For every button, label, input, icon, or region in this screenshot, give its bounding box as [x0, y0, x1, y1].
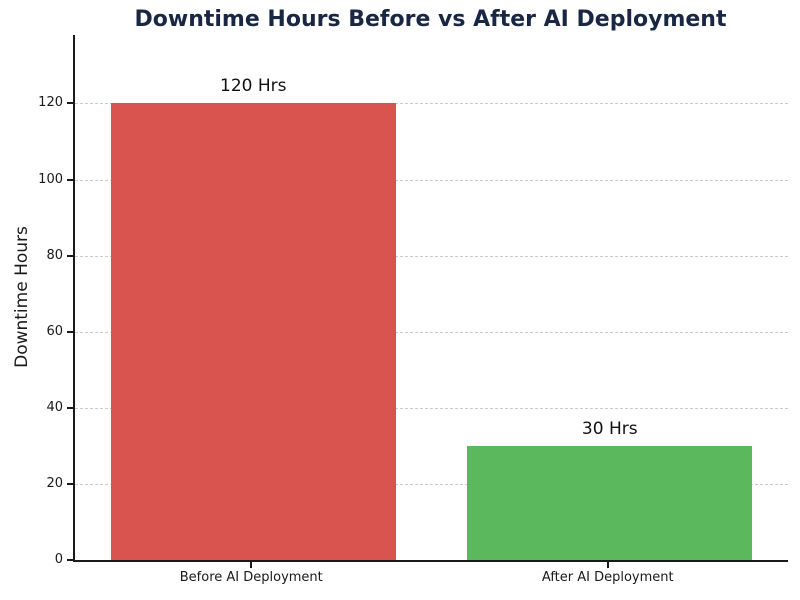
gridline-20 — [75, 483, 788, 485]
x-tick-mark-0 — [250, 562, 253, 568]
y-tick-mark-40 — [67, 406, 73, 409]
bar-value-label-before: 120 Hrs — [220, 76, 287, 97]
bar-before — [110, 103, 396, 560]
y-tick-label-100: 100 — [38, 171, 63, 187]
gridline-120 — [75, 103, 788, 105]
y-tick-mark-120 — [67, 102, 73, 105]
y-tick-label-20: 20 — [46, 475, 63, 491]
gridline-100 — [75, 179, 788, 181]
y-tick-mark-80 — [67, 254, 73, 257]
gridline-80 — [75, 255, 788, 257]
y-tick-mark-60 — [67, 330, 73, 333]
y-tick-mark-20 — [67, 482, 73, 485]
gridline-40 — [75, 407, 788, 409]
y-tick-label-60: 60 — [46, 323, 63, 339]
y-tick-label-80: 80 — [46, 247, 63, 263]
x-tick-label-1: After AI Deployment — [541, 570, 674, 585]
y-tick-label-40: 40 — [46, 399, 63, 415]
chart-title: Downtime Hours Before vs After AI Deploy… — [134, 7, 727, 32]
gridline-60 — [75, 331, 788, 333]
bar-after — [467, 445, 753, 560]
y-tick-mark-100 — [67, 178, 73, 181]
y-tick-mark-0 — [67, 559, 73, 561]
plot-area: 120 Hrs 30 Hrs — [73, 35, 788, 562]
y-tick-label-120: 120 — [38, 95, 63, 111]
x-tick-label-0: Before AI Deployment — [179, 570, 323, 585]
y-tick-label-0: 0 — [54, 552, 63, 567]
x-tick-mark-1 — [606, 562, 609, 568]
bar-value-label-after: 30 Hrs — [581, 418, 638, 439]
